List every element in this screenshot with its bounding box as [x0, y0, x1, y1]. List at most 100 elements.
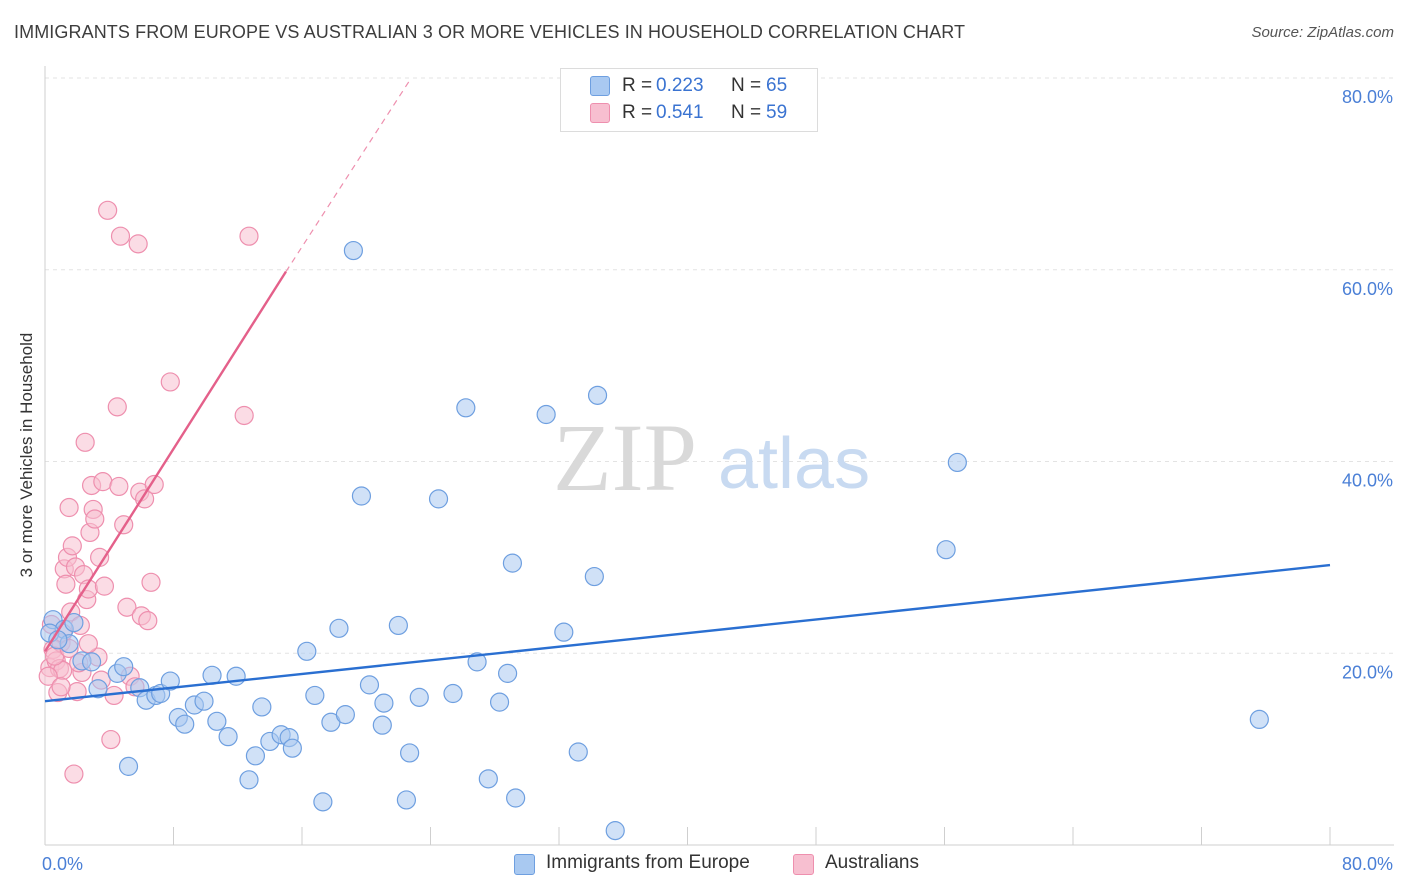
x-tick-label-max: 80.0%	[1342, 854, 1393, 874]
x-tick-label-min: 0.0%	[42, 854, 83, 874]
australians-point	[94, 576, 115, 596]
australians-swatch	[590, 103, 610, 123]
australians-point	[56, 574, 76, 594]
europe-n-label: N =	[731, 75, 762, 96]
bottom-legend: Immigrants from Europe Australians	[0, 852, 1406, 878]
australians-point	[85, 509, 105, 529]
europe-point	[372, 715, 392, 735]
europe-n-value: 65	[766, 75, 788, 96]
europe-legend-swatch	[514, 854, 535, 875]
australians-point	[78, 634, 98, 654]
australians-point	[138, 611, 158, 631]
europe-point	[584, 566, 604, 587]
australians-point	[64, 764, 84, 784]
europe-swatch	[590, 76, 610, 96]
y-tick-labels: 20.0% 40.0% 60.0% 80.0%	[1342, 87, 1393, 682]
europe-point	[536, 404, 556, 425]
europe-point	[554, 622, 574, 642]
australians-point	[160, 372, 180, 392]
europe-point	[194, 691, 214, 711]
australians-point	[59, 497, 79, 518]
australians-point	[109, 476, 129, 497]
australians-trend-extension	[285, 77, 412, 272]
europe-point	[335, 705, 355, 725]
europe-point	[351, 486, 372, 506]
australians-point	[239, 226, 259, 246]
axes	[44, 66, 1394, 846]
europe-trend-line	[44, 563, 1331, 703]
australians-r-label: R =	[622, 102, 653, 123]
europe-point	[400, 743, 420, 763]
europe-point	[936, 540, 956, 560]
trend-lines	[43, 77, 1331, 703]
europe-point	[568, 742, 588, 762]
australians-point	[110, 226, 131, 246]
europe-point	[359, 675, 380, 695]
chart-title: IMMIGRANTS FROM EUROPE VS AUSTRALIAN 3 O…	[14, 22, 966, 42]
europe-point	[313, 792, 333, 812]
europe-point	[467, 652, 487, 672]
australians-point	[51, 677, 71, 697]
australians-point	[144, 474, 164, 495]
europe-point	[502, 553, 523, 573]
australians-point	[75, 432, 95, 452]
europe-point	[605, 821, 625, 841]
europe-point	[506, 788, 526, 808]
europe-point	[297, 641, 317, 661]
australians-legend-label: Australians	[825, 852, 919, 873]
australians-point	[98, 200, 118, 220]
europe-point	[498, 663, 518, 683]
australians-legend-swatch	[793, 854, 814, 875]
europe-point	[202, 665, 222, 685]
europe-point	[88, 679, 108, 699]
watermark-atlas: atlas	[718, 424, 870, 504]
australians-n-value: 59	[766, 102, 788, 123]
x-tick-labels: 0.0% 80.0%	[42, 854, 1393, 874]
gridlines	[45, 77, 1394, 654]
australians-point	[117, 597, 137, 617]
australians-point	[234, 405, 254, 426]
europe-point	[587, 385, 608, 405]
australians-point	[141, 572, 161, 592]
watermark-zip: ZIP	[553, 404, 697, 511]
europe-point	[443, 683, 463, 704]
europe-r-value: 0.223	[656, 75, 704, 96]
europe-legend-label: Immigrants from Europe	[546, 852, 750, 873]
europe-point	[947, 452, 967, 473]
australians-point	[107, 397, 127, 417]
stats-row-australians: R = 0.541 N = 59	[561, 100, 817, 126]
europe-point	[478, 769, 498, 789]
y-tick-label: 20.0%	[1342, 662, 1393, 682]
australians-r-value: 0.541	[656, 102, 704, 123]
europe-point	[305, 685, 325, 706]
australians-point	[38, 666, 58, 686]
europe-point	[374, 693, 394, 713]
europe-point	[282, 738, 302, 758]
europe-point	[175, 714, 195, 734]
europe-point	[388, 615, 408, 636]
europe-point	[118, 756, 139, 776]
europe-point	[343, 240, 363, 261]
europe-r-label: R =	[622, 75, 653, 96]
europe-points	[40, 240, 1269, 841]
stats-legend-box: R = 0.223 N = 65 R = 0.541 N = 59	[560, 68, 818, 132]
europe-point	[114, 657, 134, 677]
stats-row-europe: R = 0.223 N = 65	[561, 73, 817, 99]
europe-point	[239, 770, 259, 790]
europe-point	[81, 652, 102, 672]
europe-point	[396, 790, 417, 810]
europe-point	[218, 727, 238, 747]
australians-point	[101, 729, 121, 750]
source-credit: Source: ZipAtlas.com	[1251, 24, 1394, 41]
australians-n-label: N =	[731, 102, 762, 123]
europe-point	[456, 398, 476, 418]
europe-point	[1249, 709, 1269, 730]
europe-point	[64, 612, 84, 633]
y-tick-label: 60.0%	[1342, 279, 1393, 299]
europe-point	[428, 489, 449, 509]
australians-trend-line	[43, 271, 287, 652]
europe-point	[245, 746, 266, 766]
watermark: ZIP atlas	[553, 404, 870, 511]
y-tick-label: 80.0%	[1342, 87, 1393, 107]
australians-point	[62, 536, 82, 556]
